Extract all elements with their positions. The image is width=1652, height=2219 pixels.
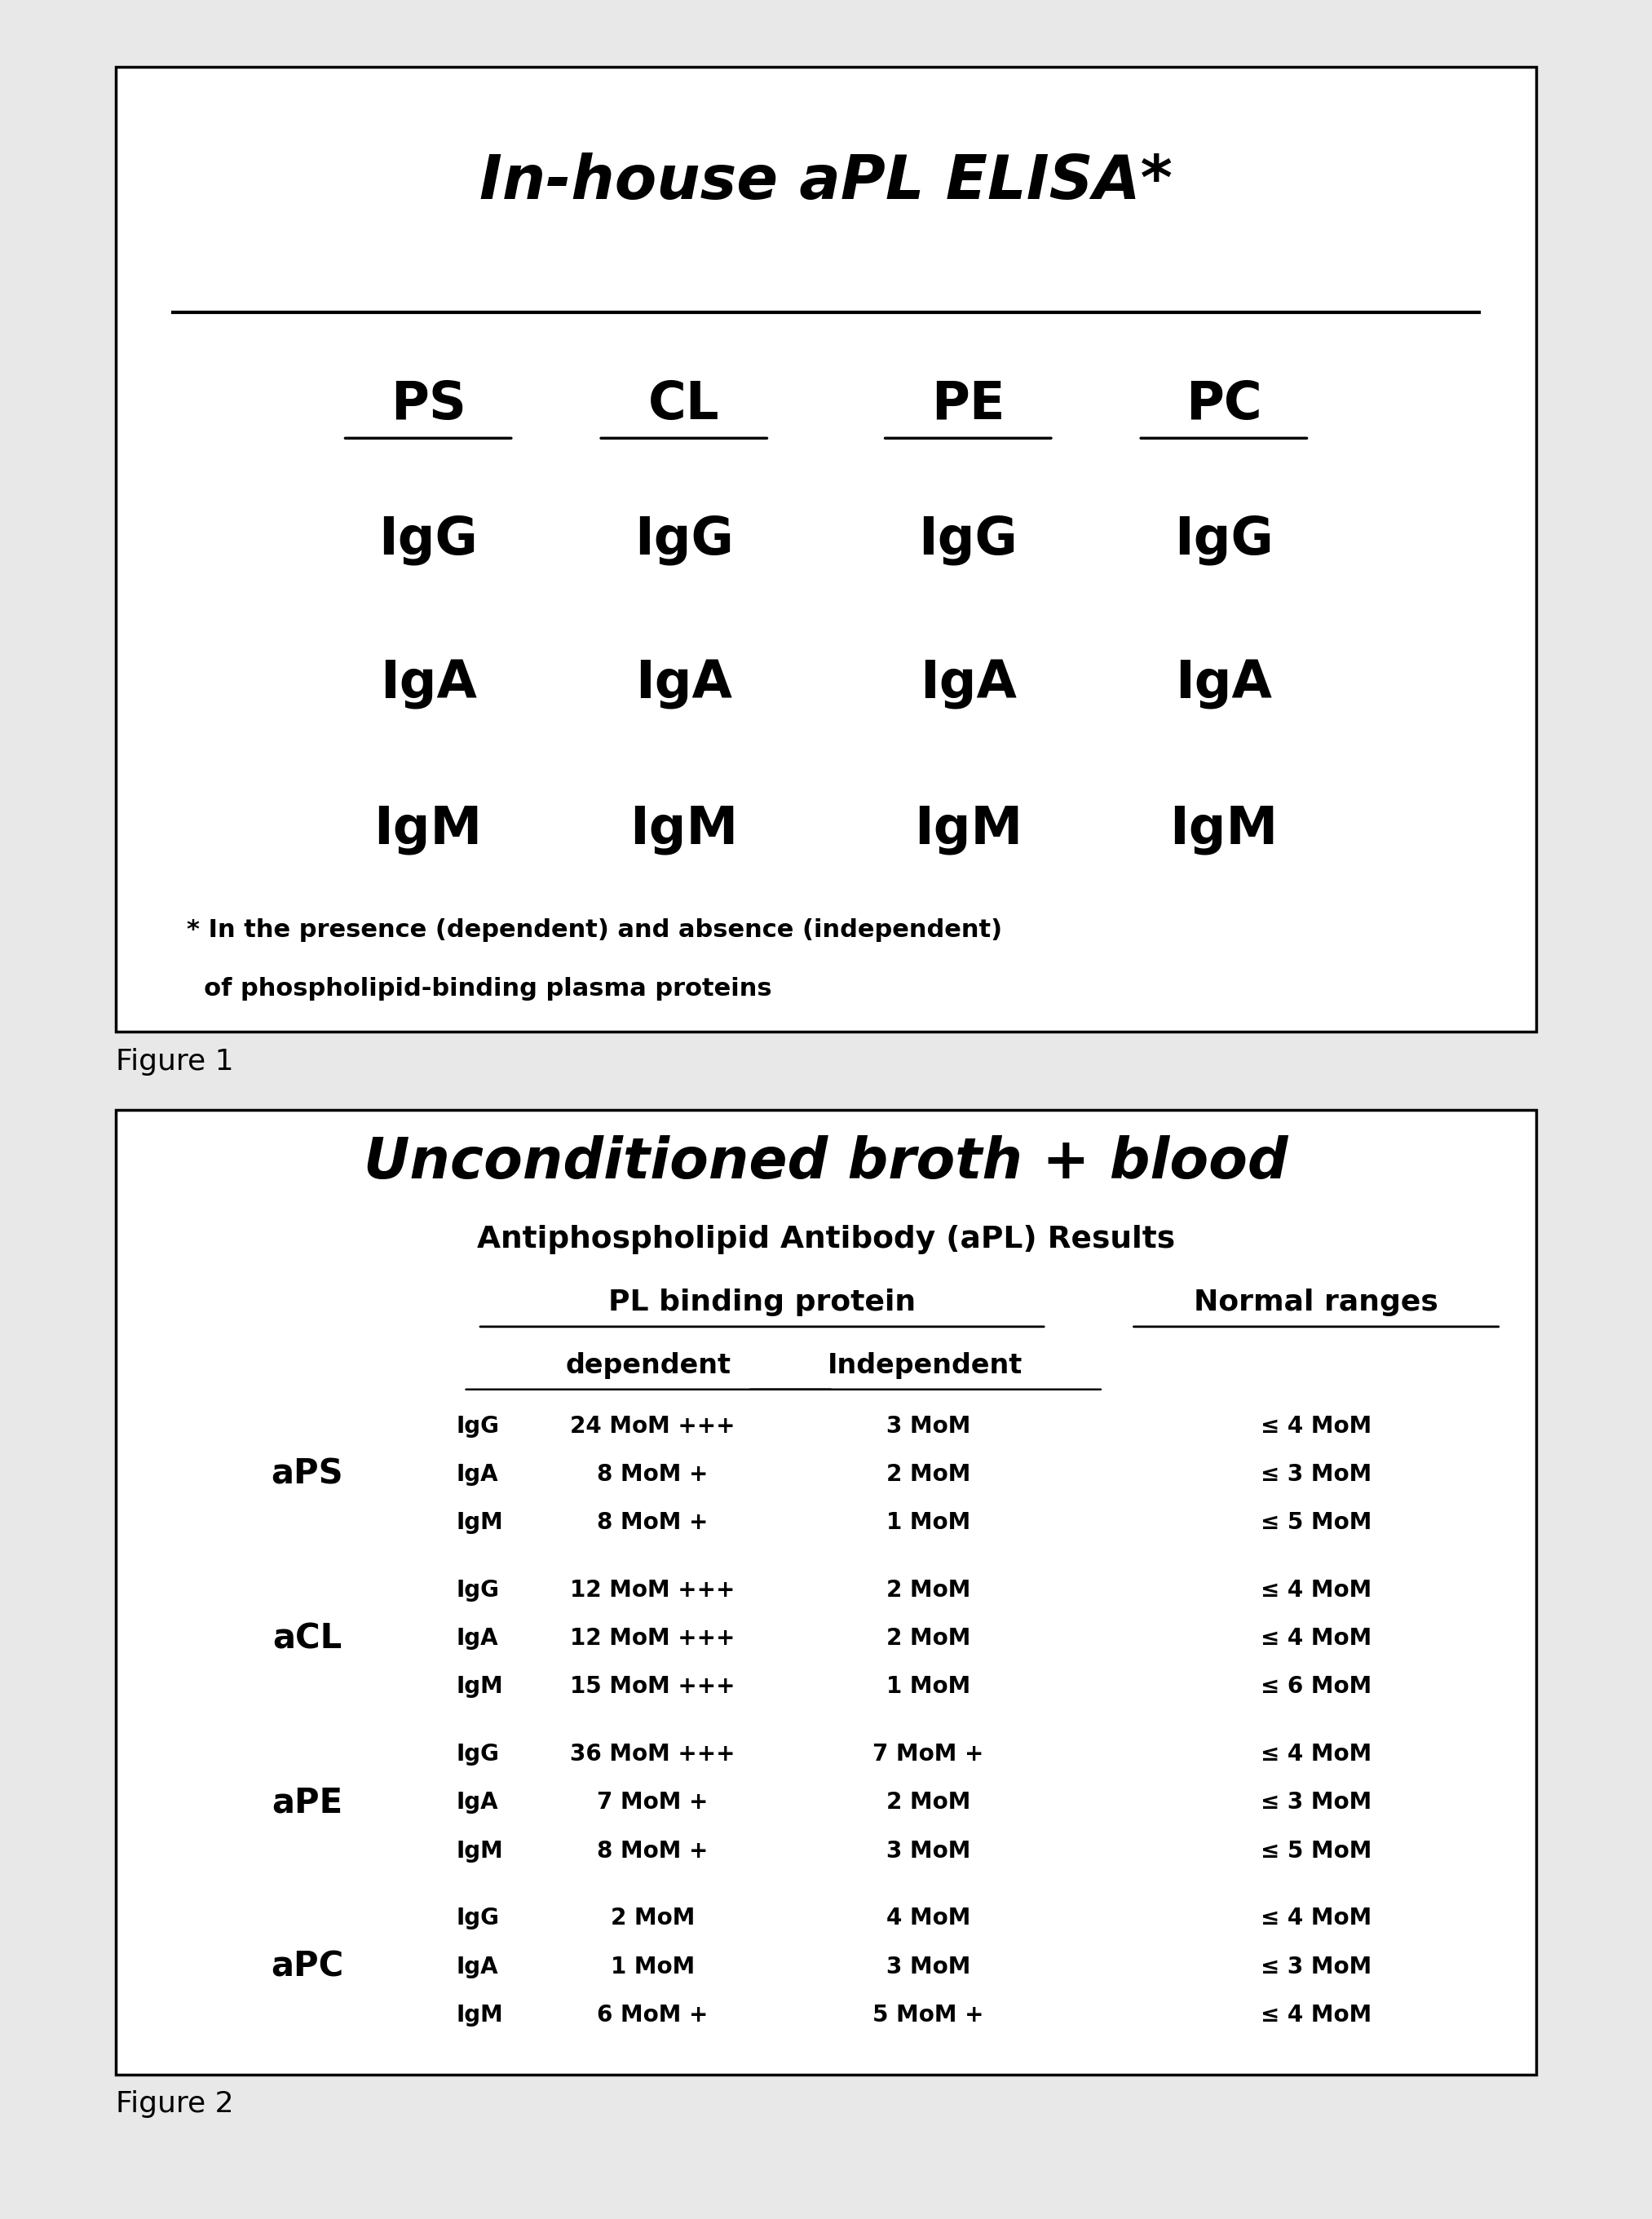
Text: IgA: IgA [456, 1955, 499, 1977]
Text: 2 MoM: 2 MoM [885, 1578, 970, 1602]
Text: IgM: IgM [373, 803, 482, 854]
Text: PC: PC [1186, 379, 1262, 430]
Text: aPC: aPC [271, 1951, 344, 1984]
Text: ≤ 4 MoM: ≤ 4 MoM [1260, 1742, 1371, 1766]
Text: 12 MoM +++: 12 MoM +++ [570, 1578, 735, 1602]
Text: IgG: IgG [456, 1906, 499, 1931]
Text: IgG: IgG [378, 515, 477, 566]
Text: 15 MoM +++: 15 MoM +++ [570, 1675, 735, 1698]
Text: ≤ 4 MoM: ≤ 4 MoM [1260, 1416, 1371, 1438]
Text: IgM: IgM [914, 803, 1023, 854]
Text: 7 MoM +: 7 MoM + [872, 1742, 985, 1766]
Text: Unconditioned broth + blood: Unconditioned broth + blood [363, 1136, 1289, 1189]
Text: IgG: IgG [634, 515, 733, 566]
Text: 1 MoM: 1 MoM [611, 1955, 695, 1977]
Text: In-house aPL ELISA*: In-house aPL ELISA* [479, 153, 1173, 213]
Text: 7 MoM +: 7 MoM + [596, 1791, 709, 1813]
Text: IgA: IgA [380, 659, 477, 710]
Text: IgA: IgA [1175, 659, 1272, 710]
Text: Figure 2: Figure 2 [116, 2090, 233, 2119]
Text: ≤ 3 MoM: ≤ 3 MoM [1260, 1955, 1371, 1977]
Text: PS: PS [390, 379, 466, 430]
Text: IgM: IgM [1170, 803, 1279, 854]
Text: IgM: IgM [456, 1511, 504, 1533]
Text: Independent: Independent [828, 1351, 1023, 1378]
FancyBboxPatch shape [116, 67, 1536, 1032]
Text: IgG: IgG [456, 1416, 499, 1438]
Text: IgG: IgG [919, 515, 1018, 566]
Text: 8 MoM +: 8 MoM + [596, 1511, 709, 1533]
Text: aPS: aPS [271, 1458, 344, 1491]
Text: ≤ 5 MoM: ≤ 5 MoM [1260, 1840, 1371, 1862]
Text: 3 MoM: 3 MoM [885, 1840, 970, 1862]
Text: IgA: IgA [636, 659, 732, 710]
Text: ≤ 3 MoM: ≤ 3 MoM [1260, 1791, 1371, 1813]
Text: ≤ 5 MoM: ≤ 5 MoM [1260, 1511, 1371, 1533]
Text: IgA: IgA [920, 659, 1016, 710]
Text: of phospholipid-binding plasma proteins: of phospholipid-binding plasma proteins [187, 976, 771, 1001]
Text: dependent: dependent [565, 1351, 732, 1378]
Text: 12 MoM +++: 12 MoM +++ [570, 1627, 735, 1651]
Text: 8 MoM +: 8 MoM + [596, 1840, 709, 1862]
Text: ≤ 4 MoM: ≤ 4 MoM [1260, 1578, 1371, 1602]
Text: 3 MoM: 3 MoM [885, 1955, 970, 1977]
Text: Figure 1: Figure 1 [116, 1047, 233, 1076]
Text: 2 MoM: 2 MoM [885, 1462, 970, 1487]
Text: IgA: IgA [456, 1627, 499, 1651]
Text: 3 MoM: 3 MoM [885, 1416, 970, 1438]
Text: PE: PE [932, 379, 1004, 430]
Text: 2 MoM: 2 MoM [885, 1627, 970, 1651]
Text: CL: CL [648, 379, 720, 430]
Text: IgG: IgG [1175, 515, 1274, 566]
Text: IgM: IgM [456, 2004, 504, 2026]
Text: aPE: aPE [273, 1786, 344, 1820]
Text: 5 MoM +: 5 MoM + [872, 2004, 985, 2026]
Text: 36 MoM +++: 36 MoM +++ [570, 1742, 735, 1766]
Text: 8 MoM +: 8 MoM + [596, 1462, 709, 1487]
Text: 6 MoM +: 6 MoM + [596, 2004, 709, 2026]
Text: IgM: IgM [629, 803, 738, 854]
Text: * In the presence (dependent) and absence (independent): * In the presence (dependent) and absenc… [187, 919, 1003, 943]
Text: ≤ 4 MoM: ≤ 4 MoM [1260, 1906, 1371, 1931]
Text: IgM: IgM [456, 1675, 504, 1698]
Text: IgA: IgA [456, 1791, 499, 1813]
Text: ≤ 3 MoM: ≤ 3 MoM [1260, 1462, 1371, 1487]
Text: Antiphospholipid Antibody (aPL) Results: Antiphospholipid Antibody (aPL) Results [477, 1225, 1175, 1254]
Text: 4 MoM: 4 MoM [885, 1906, 970, 1931]
Text: aCL: aCL [273, 1622, 342, 1655]
Text: ≤ 4 MoM: ≤ 4 MoM [1260, 2004, 1371, 2026]
Text: 2 MoM: 2 MoM [611, 1906, 695, 1931]
Text: Normal ranges: Normal ranges [1194, 1289, 1439, 1316]
Text: IgA: IgA [456, 1462, 499, 1487]
Text: 1 MoM: 1 MoM [885, 1675, 970, 1698]
Text: 1 MoM: 1 MoM [885, 1511, 970, 1533]
Text: PL binding protein: PL binding protein [608, 1289, 915, 1316]
Text: ≤ 4 MoM: ≤ 4 MoM [1260, 1627, 1371, 1651]
Text: IgG: IgG [456, 1578, 499, 1602]
Text: IgG: IgG [456, 1742, 499, 1766]
Text: 24 MoM +++: 24 MoM +++ [570, 1416, 735, 1438]
Text: IgM: IgM [456, 1840, 504, 1862]
Text: ≤ 6 MoM: ≤ 6 MoM [1260, 1675, 1371, 1698]
FancyBboxPatch shape [116, 1110, 1536, 2075]
Text: 2 MoM: 2 MoM [885, 1791, 970, 1813]
